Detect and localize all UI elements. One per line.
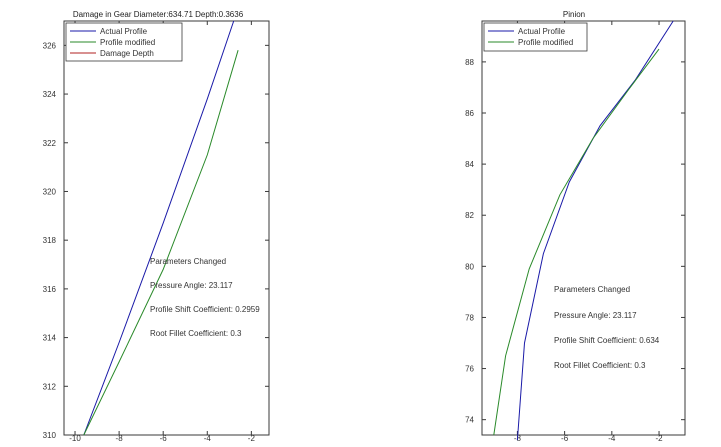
pinion-chart-title: Pinion bbox=[563, 10, 585, 19]
pinion-annot-pressure: Pressure Angle: 23.117 bbox=[554, 311, 637, 320]
gear-y-tick-label-7: 324 bbox=[43, 90, 57, 99]
pinion-legend-box bbox=[483, 22, 588, 52]
gear-damage-chart: Damage in Gear Diameter:634.71 Depth:0.3… bbox=[43, 10, 270, 443]
gear-y-tick-label-1: 312 bbox=[43, 382, 57, 391]
gear-annot-shift: Profile Shift Coefficient: 0.2959 bbox=[150, 305, 260, 314]
gear-chart-title: Damage in Gear Diameter:634.71 Depth:0.3… bbox=[73, 10, 244, 19]
gear-y-tick-label-3: 316 bbox=[43, 285, 57, 294]
pinion-y-tick-label-3: 80 bbox=[465, 262, 474, 271]
gear-x-tick-label-2: -6 bbox=[160, 434, 168, 442]
pinion-series-line-1 bbox=[493, 48, 660, 436]
pinion-x-tick-label-2: -4 bbox=[608, 434, 616, 442]
gear-annot-fillet: Root Fillet Coefficient: 0.3 bbox=[150, 329, 242, 338]
gear-series-line-0 bbox=[83, 20, 235, 436]
gear-x-tick-label-3: -4 bbox=[204, 434, 212, 442]
pinion-x-tick-label-3: -2 bbox=[655, 434, 663, 442]
pinion-y-tick-label-5: 84 bbox=[465, 160, 474, 169]
gear-series-line-1 bbox=[83, 50, 239, 436]
gear-annot-params: Parameters Changed bbox=[150, 257, 226, 266]
gear-annotations: Parameters Changed Pressure Angle: 23.11… bbox=[150, 257, 260, 338]
gear-legend-label-modified: Profile modified bbox=[100, 38, 155, 47]
pinion-annot-fillet: Root Fillet Coefficient: 0.3 bbox=[554, 361, 646, 370]
gear-x-tick-label-0: -10 bbox=[69, 434, 81, 442]
pinion-y-tick-label-2: 78 bbox=[465, 313, 474, 322]
pinion-series bbox=[493, 20, 674, 441]
gear-x-tick-label-4: -2 bbox=[248, 434, 256, 442]
pinion-plot-area bbox=[481, 20, 686, 436]
gear-y-tick-label-8: 326 bbox=[43, 41, 57, 50]
gear-axes: -10 -8 -6 -4 -2 310 312 314 316 318 320 322 324 326 bbox=[43, 21, 269, 443]
pinion-y-tick-label-1: 76 bbox=[465, 365, 474, 374]
gear-legend-box bbox=[65, 22, 183, 62]
pinion-y-tick-label-6: 86 bbox=[465, 109, 474, 118]
gear-annot-pressure: Pressure Angle: 23.117 bbox=[150, 281, 233, 290]
gear-plot-area bbox=[63, 20, 270, 436]
gear-legend-label-damage: Damage Depth bbox=[100, 49, 154, 58]
gear-y-tick-label-5: 320 bbox=[43, 187, 57, 196]
gear-x-tick-label-1: -8 bbox=[116, 434, 124, 442]
gear-series bbox=[83, 20, 239, 436]
gear-legend-label-actual: Actual Profile bbox=[100, 27, 148, 36]
pinion-legend-label-modified: Profile modified bbox=[518, 38, 573, 47]
pinion-y-tick-label-0: 74 bbox=[465, 416, 474, 425]
pinion-legend-label-actual: Actual Profile bbox=[518, 27, 566, 36]
pinion-legend: Actual Profile Profile modified bbox=[483, 22, 588, 52]
pinion-annotations: Parameters Changed Pressure Angle: 23.11… bbox=[554, 285, 660, 370]
pinion-y-tick-label-4: 82 bbox=[465, 211, 474, 220]
gear-y-tick-label-0: 310 bbox=[43, 431, 57, 440]
gear-y-tick-label-4: 318 bbox=[43, 236, 57, 245]
gear-legend: Actual Profile Profile modified Damage D… bbox=[65, 22, 183, 62]
pinion-y-tick-label-7: 88 bbox=[465, 58, 474, 67]
pinion-x-tick-label-1: -6 bbox=[561, 434, 569, 442]
gear-y-tick-label-2: 314 bbox=[43, 334, 57, 343]
pinion-annot-params: Parameters Changed bbox=[554, 285, 630, 294]
pinion-annot-shift: Profile Shift Coefficient: 0.634 bbox=[554, 336, 660, 345]
gear-y-tick-label-6: 322 bbox=[43, 139, 57, 148]
